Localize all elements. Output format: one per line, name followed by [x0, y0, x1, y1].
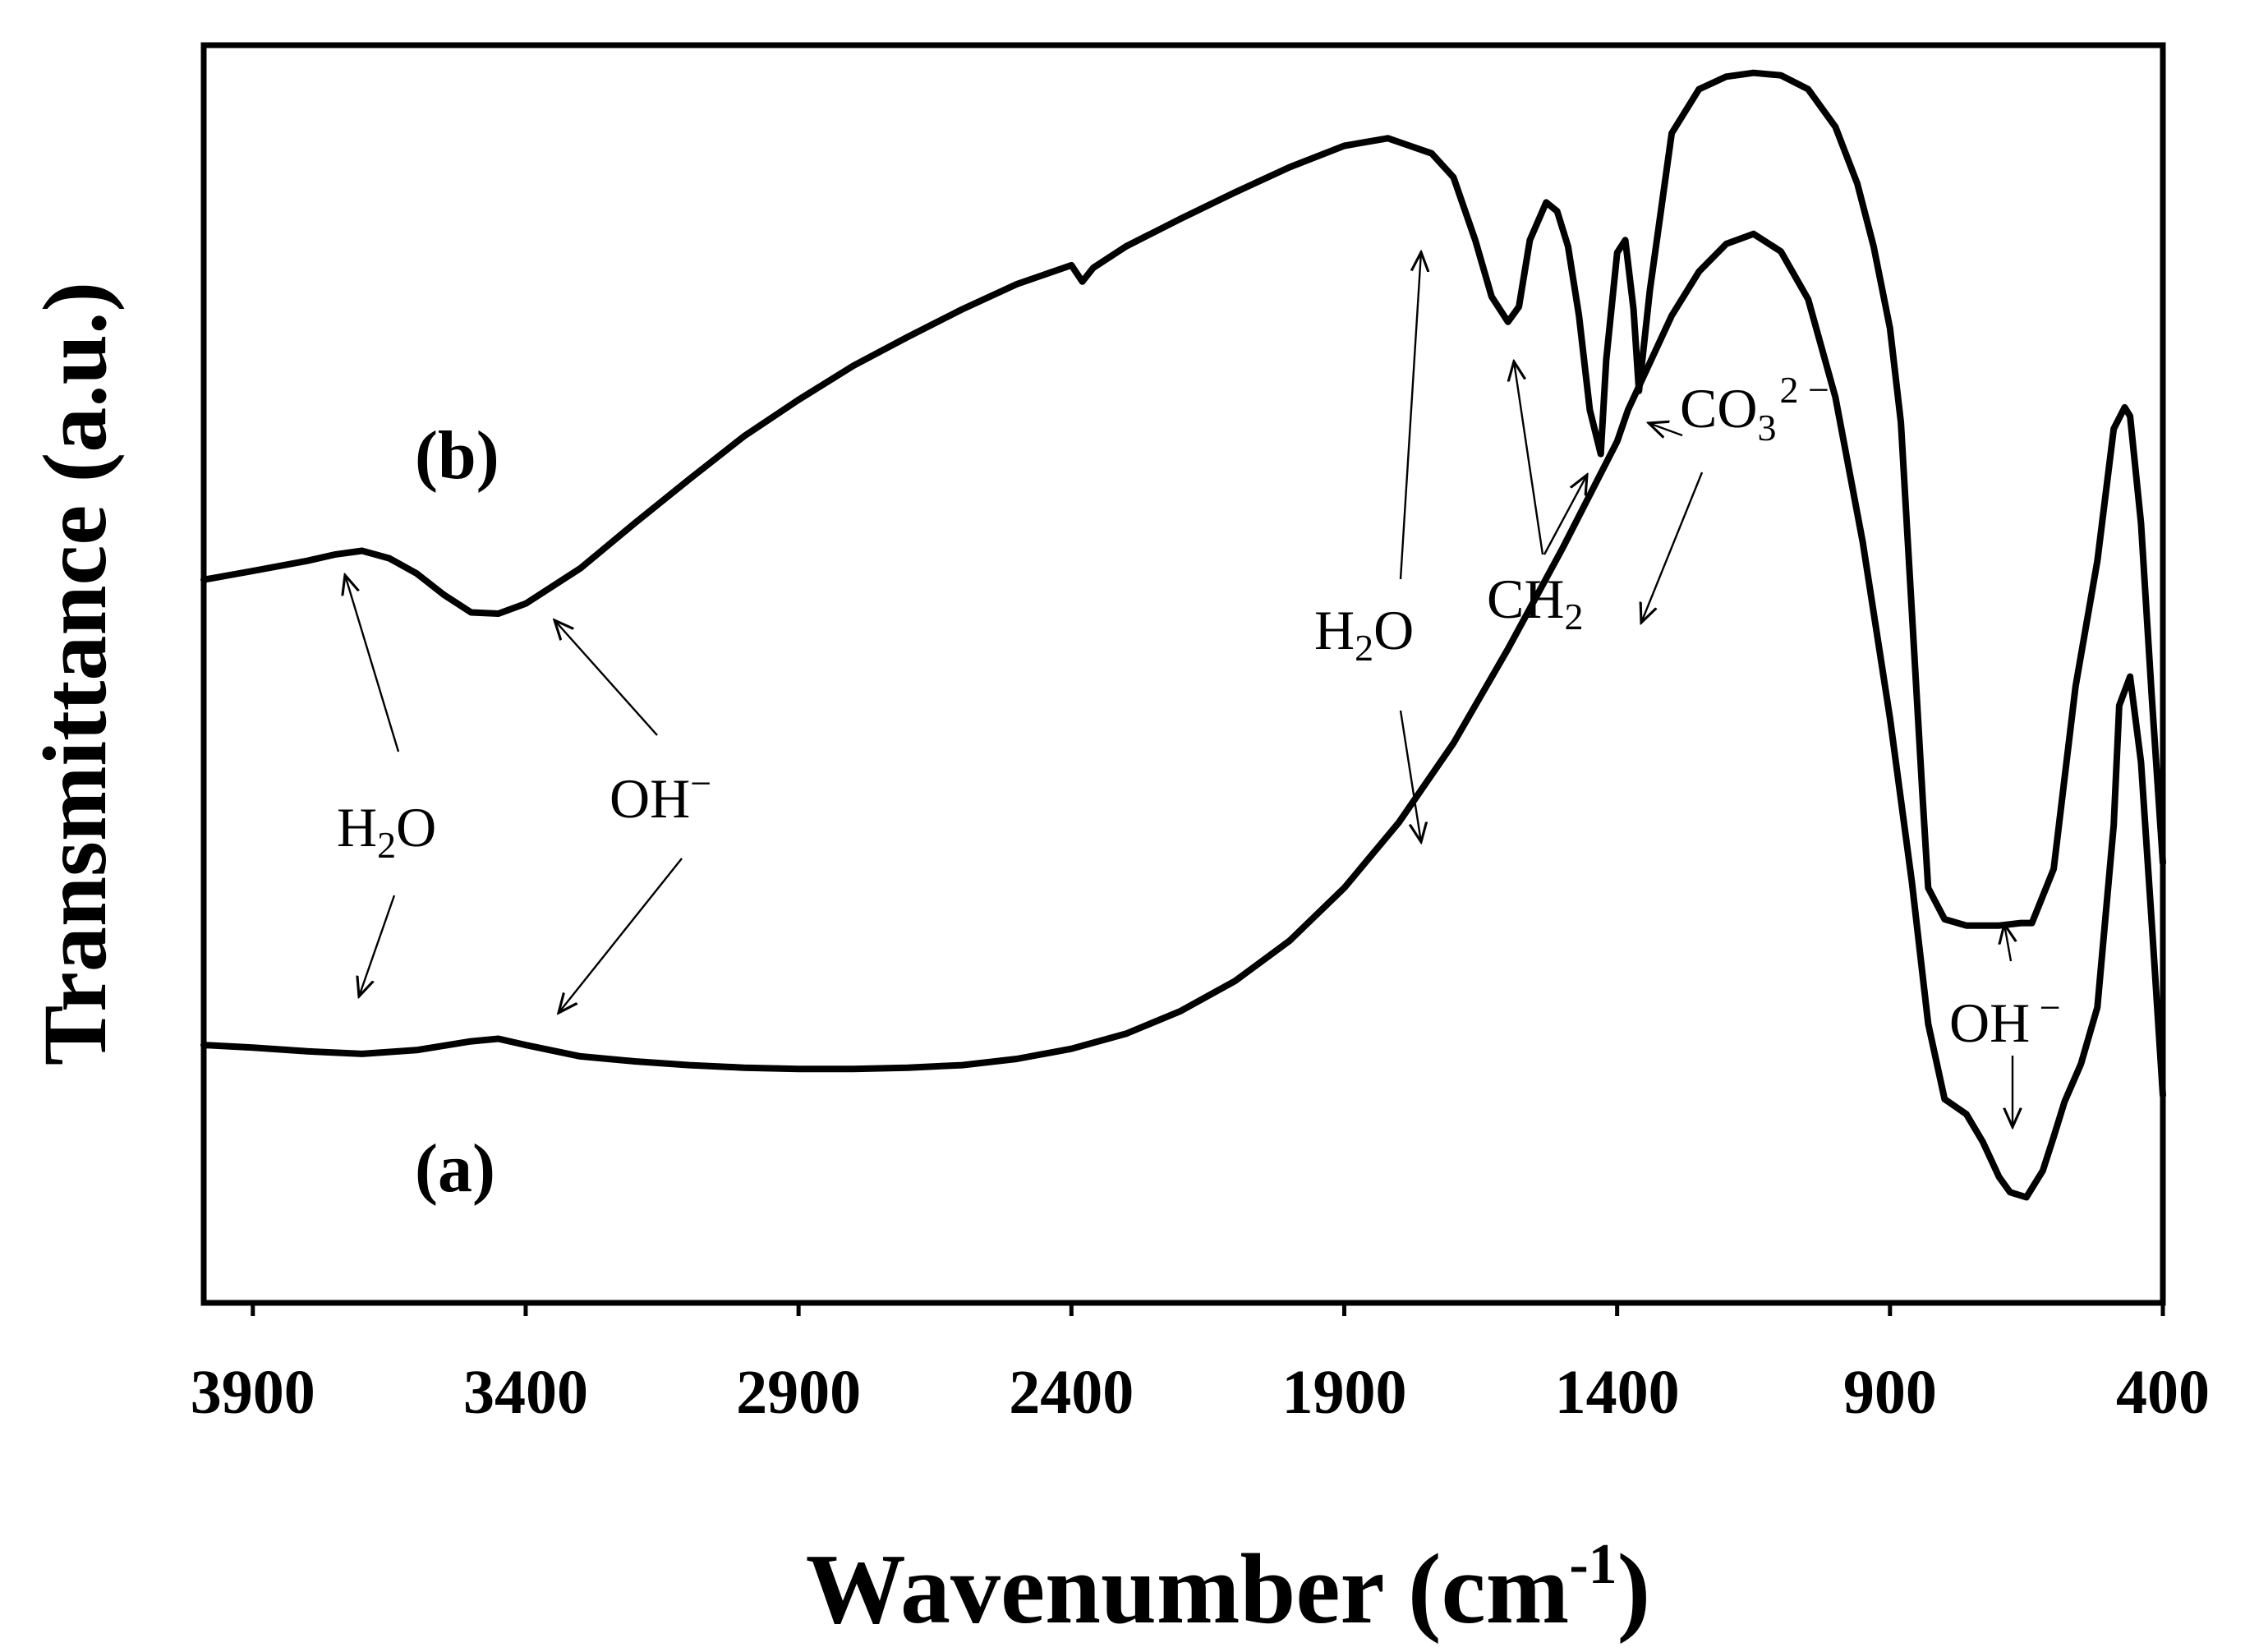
x-tick-label-2400: 2400	[1009, 1358, 1134, 1427]
y-axis-label: Transmittance (a.u.)	[25, 282, 125, 1065]
x-tick-label-3400: 3400	[463, 1358, 588, 1427]
series-line-b	[200, 69, 2166, 929]
series-label-b: (b)	[415, 417, 499, 494]
series-line-a	[200, 230, 2166, 1201]
arrow-oh-low-upper	[2004, 924, 2011, 962]
annotation-co3: CO32 −	[1680, 369, 1829, 449]
series-label-a: (a)	[415, 1130, 495, 1207]
arrow-co3-lower	[1641, 472, 1704, 623]
annotation-h2o-mid: H2O	[1314, 599, 1414, 669]
annotation-h2o-high: H2O	[337, 796, 436, 866]
annotation-oh-low: OH −	[1949, 987, 2061, 1054]
plot-frame	[200, 42, 2166, 1306]
arrow-ch2-right	[1543, 475, 1587, 555]
x-tick-label-900: 900	[1843, 1358, 1937, 1427]
arrow-co3-upper	[1649, 423, 1683, 435]
annotation-arrows	[345, 252, 2013, 1127]
x-axis-tick-labels: 3900 3400 2900 2400 1900 1400 900 400	[191, 1358, 2210, 1427]
x-axis-label: Wavenumber (cm-1)	[806, 1533, 1651, 1645]
x-axis-ticks	[251, 1303, 2165, 1316]
arrow-h2o-lower	[359, 895, 396, 996]
x-tick-label-1900: 1900	[1281, 1358, 1406, 1427]
series-group	[200, 69, 2166, 1201]
arrow-h2o-mid-upper	[1399, 252, 1421, 580]
arrow-ch2-left	[1514, 361, 1544, 555]
x-tick-label-400: 400	[2116, 1358, 2210, 1427]
annotation-oh-high: OH−	[610, 762, 711, 830]
x-tick-label-1400: 1400	[1555, 1358, 1680, 1427]
arrow-oh-lower	[559, 858, 683, 1013]
arrow-h2o-upper	[345, 575, 400, 752]
annotation-ch2: CH2	[1487, 568, 1583, 637]
x-tick-label-2900: 2900	[736, 1358, 861, 1427]
arrow-h2o-mid-lower	[1399, 710, 1421, 842]
x-tick-label-3900: 3900	[191, 1358, 315, 1427]
arrow-oh-upper	[554, 620, 658, 736]
